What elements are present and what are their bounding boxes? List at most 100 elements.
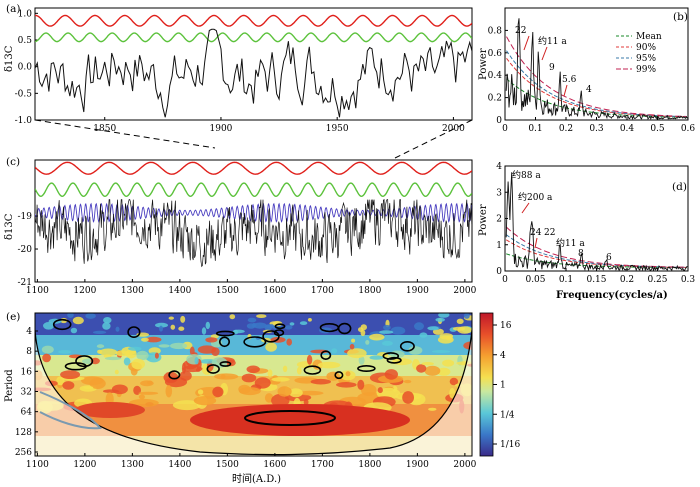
panel-e-y-tick-label: 8	[26, 347, 32, 357]
panel-a-x-tick-label: 1900	[210, 124, 233, 134]
wavelet-blob	[256, 314, 267, 318]
wavelet-blob	[70, 327, 78, 334]
panel-d-y-tick-label: 4	[496, 162, 502, 172]
panel-c-x-tick-label: 1600	[263, 286, 286, 296]
wavelet-blob	[277, 386, 292, 397]
wavelet-blob	[384, 369, 398, 380]
panel-d-x-ticks: 0 0.05 0.1 0.15 0.2 0.25 0.3	[502, 268, 695, 285]
wavelet-significance-contour	[274, 323, 286, 330]
panel-e-x-tick-label: 1900	[406, 460, 429, 470]
wavelet-blob	[213, 373, 239, 380]
panel-d-90-line	[505, 239, 687, 268]
wavelet-blob	[326, 371, 341, 381]
wavelet-blob	[141, 337, 149, 342]
wavelet-blob	[383, 324, 391, 331]
wavelet-blob	[43, 322, 55, 330]
panel-e-x-tick-label: 1800	[358, 460, 381, 470]
wavelet-blob	[282, 365, 288, 372]
panel-b-y-tick-label: 0.8	[488, 26, 503, 36]
wavelet-blob	[408, 346, 423, 355]
wavelet-significance-contour-main	[244, 410, 336, 426]
wavelet-blob	[93, 330, 107, 334]
wavelet-significance-contour	[382, 352, 400, 360]
wavelet-significance-contour	[273, 329, 285, 337]
colorbar-tick-label: 1/4	[500, 410, 515, 420]
panel-e-y-tick-label: 64	[21, 408, 33, 418]
panel-d-frame	[504, 165, 689, 272]
wavelet-blobs	[35, 313, 472, 417]
wavelet-blob	[172, 400, 202, 411]
panel-c-x-tick-label: 1100	[26, 286, 49, 296]
wavelet-blob	[331, 348, 338, 354]
wavelet-blob	[241, 373, 257, 383]
panel-d-annot-8: 8	[578, 249, 584, 259]
panel-b-annot-56: 5.6	[562, 75, 577, 85]
panel-c-x-tick-label: 1400	[168, 286, 191, 296]
legend-99-label: 99%	[636, 65, 656, 75]
panel-d-y-tick-label: 3	[496, 188, 502, 198]
panel-d-annot-22: 22	[544, 228, 555, 238]
panel-d-label: (d)	[672, 181, 687, 193]
panel-b-y-tick-label: 0.2	[488, 94, 502, 104]
panel-d-99-line	[505, 226, 687, 268]
panel-c-x-tick-label: 1200	[73, 286, 96, 296]
panel-e-x-ticks: 1100 1200 1300 1400 1500 1600 1700 1800 1900 2000	[26, 453, 477, 470]
wavelet-blob	[159, 325, 163, 332]
cone-grey-contour	[39, 391, 102, 430]
panel-b-mean-line	[506, 78, 687, 118]
panel-d-arrow-24	[534, 237, 538, 249]
panel-c-y-tick-label: -19	[18, 212, 33, 222]
wavelet-blob	[60, 370, 81, 379]
panel-a-label: (a)	[6, 3, 20, 15]
panel-b-arrow-22	[523, 35, 530, 51]
wavelet-blob	[317, 361, 341, 369]
wavelet-significance-contour	[127, 326, 141, 338]
panel-a-y-tick-label: -0.5	[15, 89, 33, 99]
wavelet-blob	[246, 365, 260, 374]
panel-c-x-tick-label: 2000	[453, 286, 476, 296]
wavelet-significance-contour	[357, 364, 376, 372]
wavelet-blob	[289, 322, 295, 326]
panel-a-y-tick-label: 1.0	[18, 9, 33, 19]
panel-c-x-tick-label: 1700	[311, 286, 334, 296]
wavelet-blob	[138, 394, 145, 400]
legend-90-label: 90%	[636, 43, 656, 53]
wavelet-blob	[416, 364, 427, 373]
wavelet-blob	[419, 332, 428, 338]
wavelet-blob	[197, 389, 204, 395]
wavelet-blob	[271, 393, 290, 408]
panel-c: (c) δ13C -19-20-21 1100 1200 1300 1400 1500 1…	[4, 156, 477, 296]
wavelet-blob	[310, 349, 329, 354]
panel-d-y-tick-label: 0	[496, 267, 502, 277]
wavelet-blob	[136, 350, 149, 361]
wavelet-blob	[357, 379, 365, 390]
panel-c-x-tick-label: 1300	[121, 286, 144, 296]
wavelet-blob	[358, 327, 364, 332]
panel-e-y-tick-label: 256	[15, 448, 32, 458]
wavelet-blob	[154, 352, 159, 359]
panel-a-y-ticks: 1.0 0.5 0.0 -0.5 -1.0	[15, 9, 38, 126]
panel-c-x-ticks: 1100 1200 1300 1400 1500 1600 1700 1800 1900 2000	[26, 279, 477, 296]
wavelet-blob	[306, 354, 313, 365]
panel-b-annot-22: 22	[515, 26, 526, 36]
panel-b-95-line	[506, 50, 687, 118]
wavelet-blob	[452, 326, 466, 331]
wavelet-blob	[220, 374, 226, 379]
wavelet-blob	[312, 359, 323, 370]
panel-d-y-tick-label: 1	[496, 241, 502, 251]
wavelet-blob	[247, 317, 257, 323]
panel-e-x-tick-label: 1200	[73, 460, 96, 470]
wavelet-blob	[131, 358, 145, 370]
wavelet-blob	[303, 398, 309, 406]
panel-d-y-ticks: 0 1 2 3 4	[496, 162, 508, 277]
panel-a-y-tick-label: 0.5	[18, 36, 33, 46]
wavelet-significance-contour	[386, 356, 402, 364]
panel-d-annot-6: 6	[606, 253, 612, 263]
panel-c-ylabel: δ13C	[4, 213, 15, 240]
panel-b-annot-4: 4	[586, 85, 592, 95]
wavelet-blob	[427, 326, 439, 331]
panel-e-y-tick-label: 4	[26, 327, 32, 337]
wavelet-significance-contour	[319, 323, 340, 333]
